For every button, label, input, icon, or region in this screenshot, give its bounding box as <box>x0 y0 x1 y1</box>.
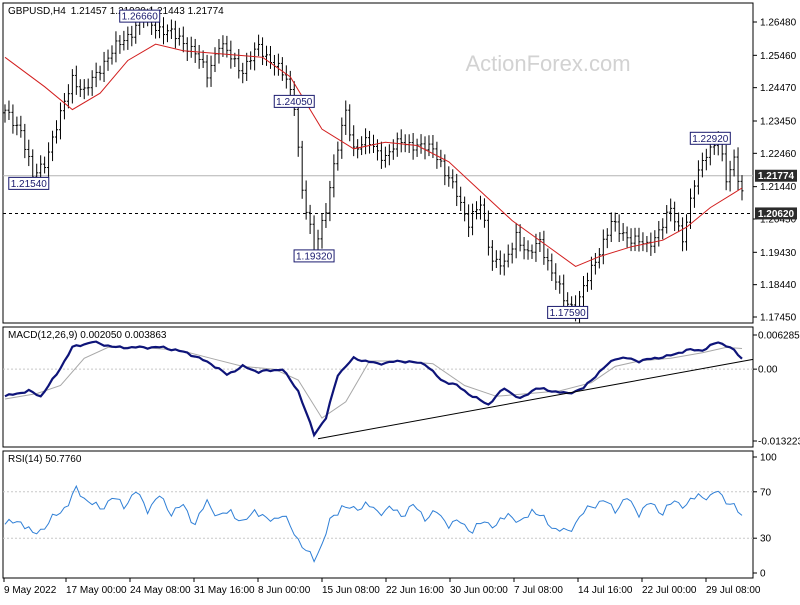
price-annotation-box <box>119 9 161 23</box>
price-annotation-label: 1.19320 <box>296 251 333 262</box>
support-price-tag <box>755 207 797 220</box>
support-price-tag-label: 1.20620 <box>758 209 795 220</box>
price-annotation-label: 1.26660 <box>122 12 159 23</box>
price-annotation-label: 1.17590 <box>550 308 587 319</box>
rsi-y-tick-label: 30 <box>760 534 772 545</box>
price-annotation-box <box>8 176 50 190</box>
x-tick-label: 15 Jun 08:00 <box>322 585 380 596</box>
price-candles <box>3 6 744 324</box>
price-y-tick-label: 1.25460 <box>760 51 797 62</box>
current-price-tag-label: 1.21774 <box>758 171 795 182</box>
moving-average-line <box>4 43 743 267</box>
price-annotation-label: 1.24050 <box>276 97 313 108</box>
x-axis: 9 May 2022 17 May 00:00 24 May 08:00 31 May… <box>3 578 761 596</box>
macd-panel-frame <box>2 326 754 448</box>
x-tick-label: 9 May 2022 <box>4 585 57 596</box>
x-tick-label: 17 May 00:00 <box>66 585 127 596</box>
price-annotation-label: 1.21540 <box>11 179 48 190</box>
x-tick-label: 30 Jun 00:00 <box>450 585 508 596</box>
price-y-tick-label: 1.19430 <box>760 248 797 259</box>
price-y-tick-label: 1.26480 <box>760 18 797 29</box>
price-annotation-box <box>547 305 589 319</box>
price-grid <box>3 175 753 214</box>
rsi-y-tick-label: 70 <box>760 487 772 498</box>
price-annotation-box <box>273 94 315 108</box>
rsi-panel-title: RSI(14) 50.7760 <box>8 454 82 465</box>
price-annotation-box <box>293 249 335 263</box>
rsi-y-tick-label: 100 <box>760 453 777 464</box>
rsi-panel-frame <box>2 450 754 579</box>
price-y-tick-label: 1.21440 <box>760 182 797 193</box>
price-panel-title: GBPUSD,H41.21457 1.21930 1.21443 1.21774 <box>8 6 224 17</box>
price-panel-frame <box>2 2 754 324</box>
price-annotation-box <box>689 131 731 145</box>
watermark: ActionForex.com <box>465 51 630 76</box>
price-y-tick-label: 1.17450 <box>760 313 797 324</box>
x-tick-label: 8 Jun 00:00 <box>258 585 311 596</box>
price-annotations: 1.26660 1.21540 1.24050 1.19320 1.17590 1.229… <box>8 9 731 319</box>
macd-y-tick-label: -0.013223 <box>758 437 800 448</box>
x-tick-label: 31 May 16:00 <box>194 585 255 596</box>
price-y-tick-label: 1.23450 <box>760 116 797 127</box>
price-y-tick-label: 1.20450 <box>760 214 797 225</box>
macd-trendline <box>317 358 754 440</box>
macd-line <box>4 340 743 438</box>
price-y-tick-label: 1.22460 <box>760 149 797 160</box>
current-price-tag <box>755 169 797 182</box>
rsi-y-axis: 100 70 30 0 <box>753 453 777 580</box>
x-tick-label: 29 Jul 08:00 <box>706 585 761 596</box>
price-annotation-label: 1.22920 <box>692 134 729 145</box>
x-tick-label: 7 Jul 08:00 <box>514 585 563 596</box>
macd-y-axis: 0.006285 0.00 -0.013223 <box>753 331 800 448</box>
price-y-tick-label: 1.18440 <box>760 280 797 291</box>
symbol-label: GBPUSD,H4 <box>8 6 66 17</box>
rsi-levels <box>3 491 753 539</box>
rsi-line <box>4 484 743 563</box>
price-y-axis: 1.26480 1.25460 1.24470 1.23450 1.22460 1.214… <box>753 18 797 324</box>
x-tick-label: 14 Jul 16:00 <box>578 585 633 596</box>
rsi-y-tick-label: 0 <box>760 569 766 580</box>
x-tick-label: 24 May 08:00 <box>130 585 191 596</box>
x-tick-label: 22 Jun 16:00 <box>386 585 444 596</box>
macd-y-tick-label: 0.00 <box>758 365 778 376</box>
macd-panel-title: MACD(12,26,9) 0.002050 0.003863 <box>8 330 167 341</box>
price-y-tick-label: 1.24470 <box>760 83 797 94</box>
macd-y-tick-label: 0.006285 <box>758 331 800 342</box>
x-tick-label: 22 Jul 00:00 <box>642 585 697 596</box>
